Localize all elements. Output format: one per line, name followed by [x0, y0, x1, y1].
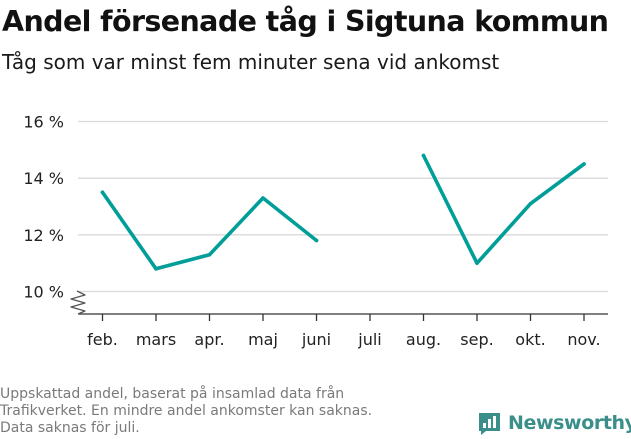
y-tick-label: 10 %	[23, 283, 64, 302]
data-point	[582, 162, 586, 166]
chart-subtitle: Tåg som var minst fem minuter sena vid a…	[2, 50, 500, 74]
x-tick-label: nov.	[567, 330, 600, 349]
brand-logo: Newsworthy	[477, 408, 631, 438]
bar-chart-icon	[479, 412, 500, 435]
y-tick-label: 14 %	[23, 169, 64, 188]
source-note: Uppskattad andel, baserat på insamlad da…	[0, 386, 440, 437]
y-tick-label: 16 %	[23, 113, 64, 132]
data-point	[100, 190, 105, 195]
data-point	[261, 196, 265, 200]
x-tick-label: aug.	[406, 330, 441, 349]
x-tick-label: sep.	[460, 330, 493, 349]
source-note-line: Data saknas för juli.	[0, 420, 140, 436]
x-tick-label: juli	[357, 330, 381, 349]
data-point	[528, 201, 533, 206]
x-tick-label: feb.	[87, 330, 118, 349]
x-tick-label: apr.	[194, 330, 224, 349]
x-tick-label: mars	[136, 330, 176, 349]
series-line	[421, 153, 586, 265]
data-point	[207, 252, 212, 257]
data-point	[421, 153, 426, 158]
data-point	[314, 238, 319, 243]
x-tick-label: okt.	[515, 330, 545, 349]
data-point	[475, 261, 479, 265]
x-tick-label: maj	[248, 330, 278, 349]
source-note-line: Trafikverket. En mindre andel ankomster …	[0, 403, 373, 419]
data-point	[154, 267, 158, 271]
axis-break-icon	[70, 290, 86, 315]
x-tick-label: juni	[301, 330, 331, 349]
brand-name: Newsworthy	[508, 412, 631, 434]
chart-title: Andel försenade tåg i Sigtuna kommun	[2, 5, 609, 38]
source-note-line: Uppskattad andel, baserat på insamlad da…	[0, 386, 345, 402]
y-tick-label: 12 %	[23, 226, 64, 245]
series-line	[100, 190, 319, 271]
